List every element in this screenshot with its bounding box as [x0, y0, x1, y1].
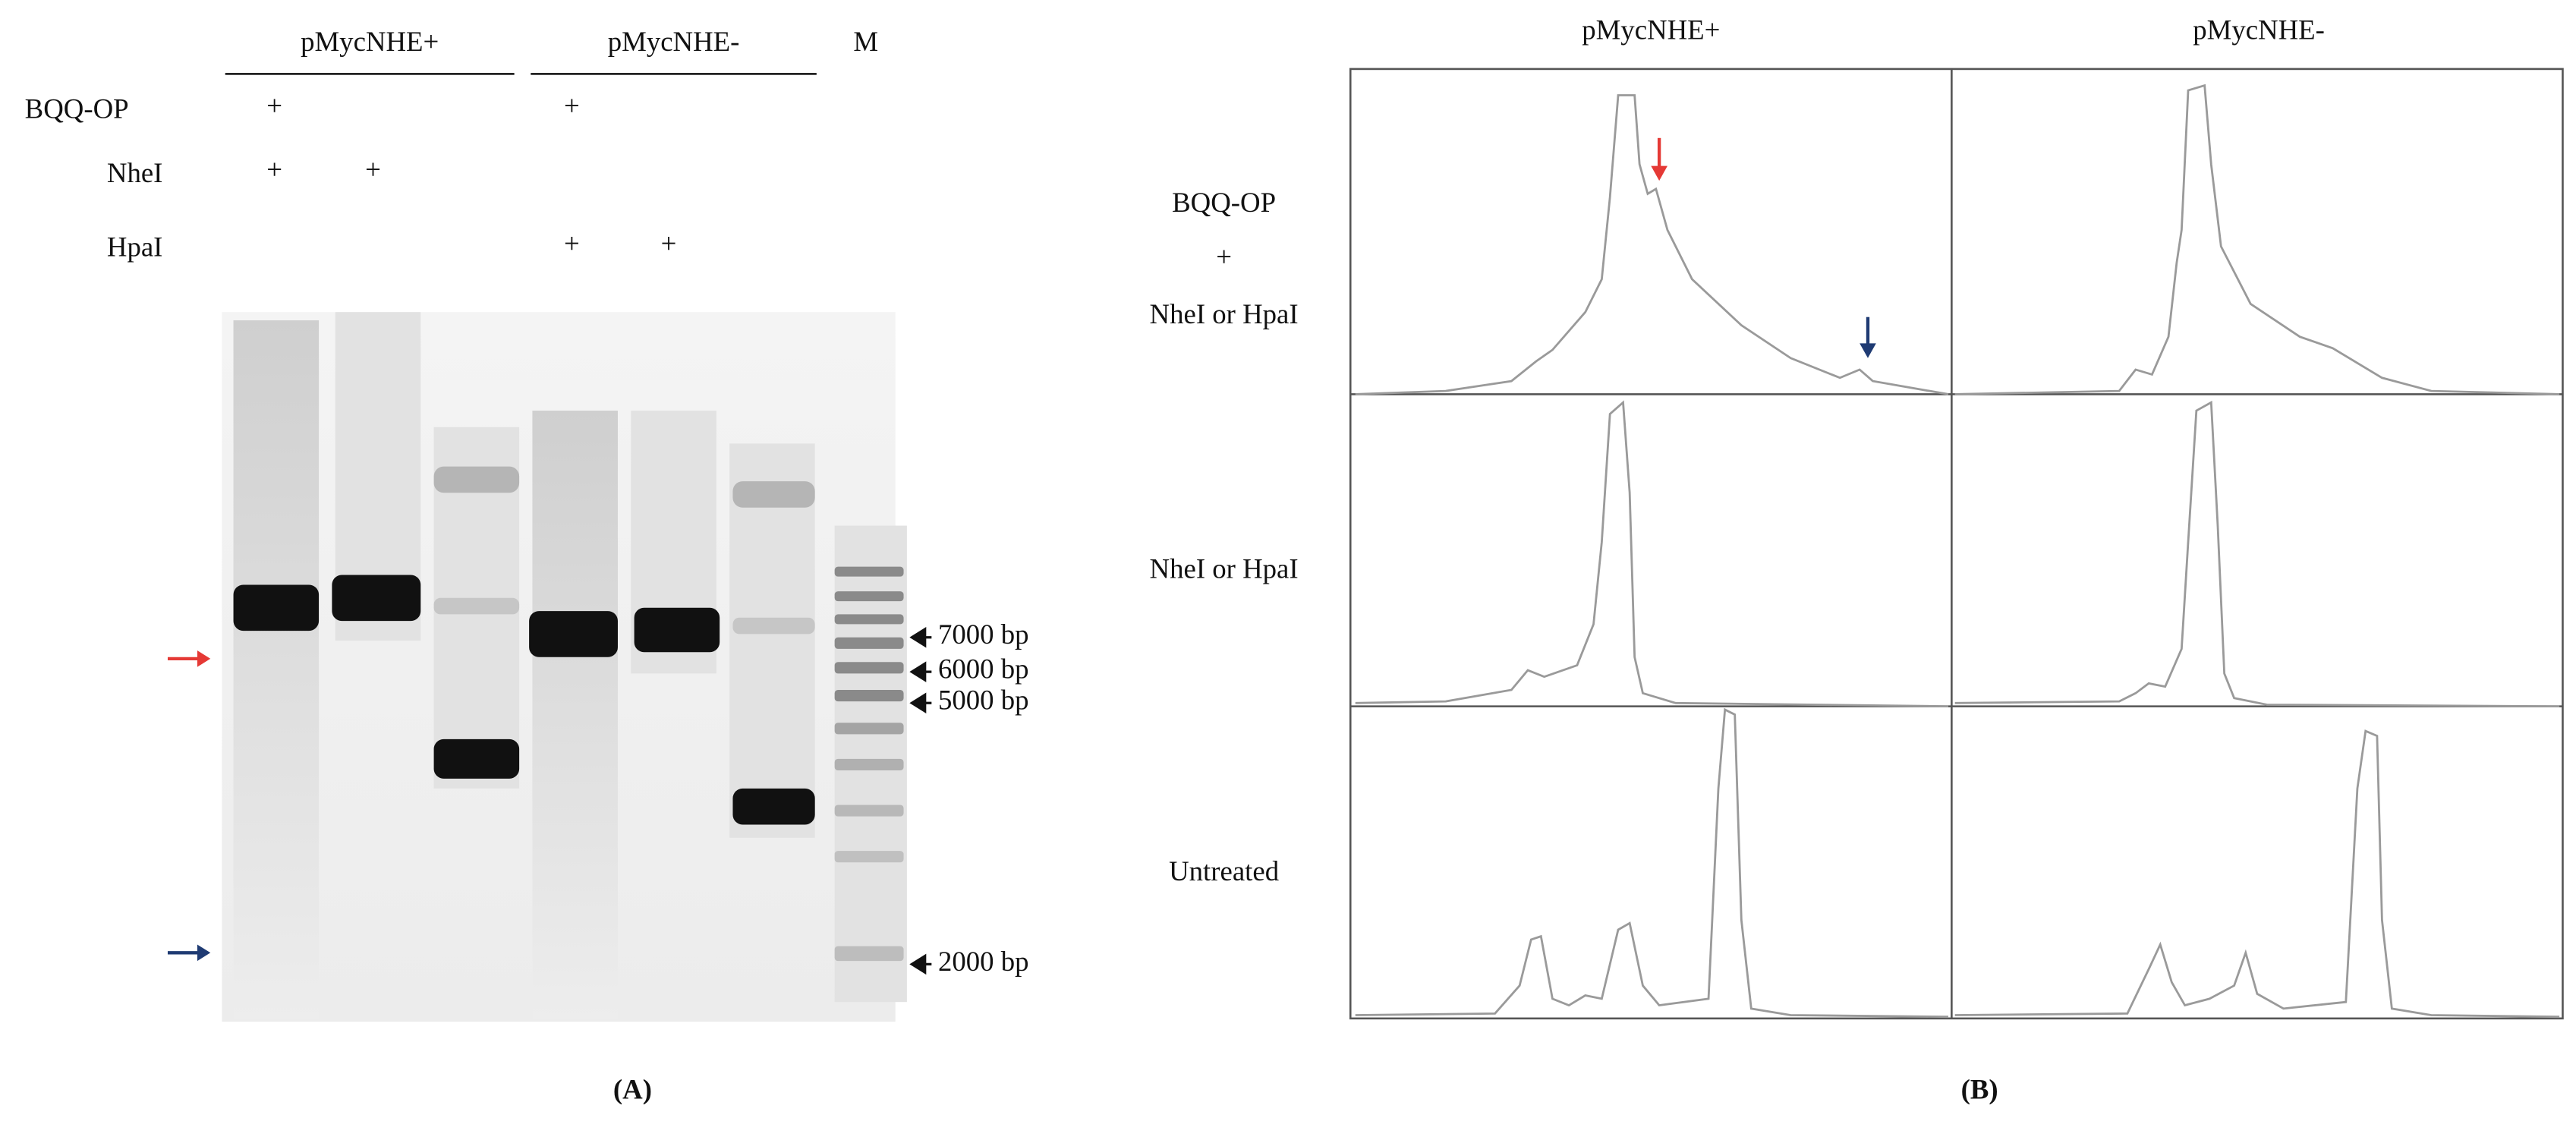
- trace-frame: [1349, 68, 2564, 1020]
- ladder-arrow: [909, 692, 932, 714]
- column-label: pMycNHE-: [2193, 14, 2325, 46]
- group-label: pMycNHE+: [301, 26, 439, 57]
- panel-caption: (B): [1961, 1074, 1998, 1105]
- ladder-bands: [834, 566, 904, 962]
- row-label: BQQ-OP: [1172, 187, 1276, 218]
- ladder-arrow: [909, 661, 932, 682]
- ladder-label: 7000 bp: [938, 619, 1029, 650]
- row-label: Untreated: [1169, 855, 1279, 886]
- treatment-mark: +: [564, 228, 580, 259]
- ladder-arrow: [909, 953, 932, 975]
- column-label: pMycNHE+: [1582, 14, 1720, 46]
- ladder-label: 5000 bp: [938, 685, 1029, 716]
- row-label: NheI: [107, 157, 163, 188]
- marker-label: M: [853, 26, 878, 57]
- lane-arrows: [167, 650, 211, 962]
- ladder-label: 2000 bp: [938, 946, 1029, 977]
- panel-caption: (A): [613, 1074, 652, 1105]
- group-label: pMycNHE-: [608, 26, 740, 57]
- treatment-mark: +: [266, 90, 282, 121]
- ladder-label: 6000 bp: [938, 653, 1029, 685]
- traces: [1355, 83, 2560, 1019]
- row-label: NheI or HpaI: [1150, 298, 1299, 329]
- trace-arrows: [1651, 137, 1876, 358]
- row-label: +: [1216, 241, 1232, 272]
- row-label: BQQ-OP: [25, 93, 129, 124]
- ladder-arrow: [909, 626, 932, 648]
- gel-bands: [233, 466, 815, 825]
- row-label: NheI or HpaI: [1150, 553, 1299, 584]
- treatment-mark: +: [266, 154, 282, 185]
- row-label: HpaI: [107, 231, 163, 262]
- treatment-mark: +: [365, 154, 381, 185]
- treatment-mark: +: [564, 90, 580, 121]
- treatment-mark: +: [661, 228, 677, 259]
